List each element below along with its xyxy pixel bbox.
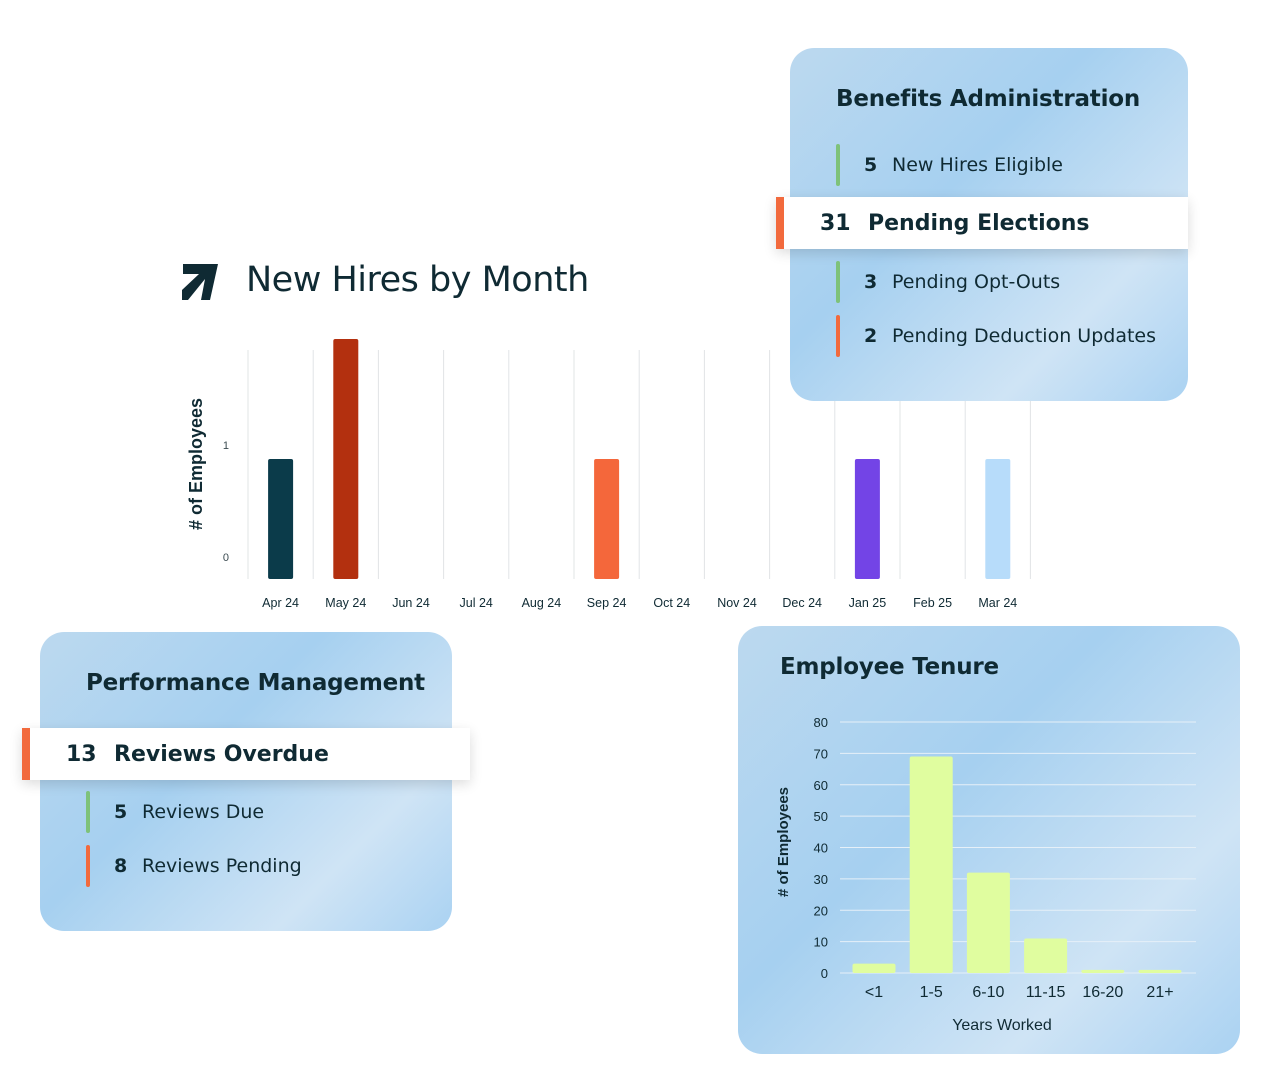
row-label: Pending Opt-Outs [892,271,1061,293]
x-tick-label: Jun 24 [392,596,430,610]
y-axis-label: # of Employees [775,787,792,897]
tenure-bar [852,963,896,973]
tenure-bar [1024,938,1068,973]
highlight-row[interactable]: 31 Pending Elections [776,197,1188,249]
y-axis-label: # of Employees [186,398,206,530]
arrow-logo-icon [182,264,218,300]
list-item[interactable]: 3 Pending Opt-Outs [836,260,1060,304]
row-label: Reviews Pending [142,855,302,877]
row-accent [86,791,90,833]
row-accent [836,315,840,357]
row-accent [86,845,90,887]
list-item[interactable]: 5 Reviews Due [86,790,264,834]
row-label: Reviews Overdue [114,741,329,767]
new-hires-chart-title: New Hires by Month [246,260,589,300]
x-tick-label: Oct 24 [653,596,690,610]
employee-tenure-card: Employee Tenure 0 10 20 30 40 50 60 70 80 <1 1-5 6-… [738,626,1240,1054]
row-count: 31 [820,210,851,236]
row-label: New Hires Eligible [892,154,1063,176]
highlight-row[interactable]: 13 Reviews Overdue [22,728,470,780]
y-tick-label: 70 [814,746,828,761]
bar-jan-25 [854,459,880,579]
x-tick-label: Dec 24 [782,596,822,610]
bar-may-24 [333,339,359,579]
row-label: Pending Elections [868,210,1090,236]
y-tick-label: 0 [821,966,828,981]
tenure-bar [1138,969,1182,973]
row-count: 2 [864,325,878,347]
list-item[interactable]: 8 Reviews Pending [86,844,302,888]
x-tick-label: Sep 24 [587,596,627,610]
benefits-administration-card: Benefits Administration 5 New Hires Eligi… [776,48,1188,401]
x-tick-label: Nov 24 [717,596,757,610]
list-item[interactable]: 2 Pending Deduction Updates [836,314,1156,358]
benefits-card-title: Benefits Administration [836,86,1141,112]
bar-mar-24 [985,459,1011,579]
x-tick-label: Aug 24 [522,596,562,610]
x-tick-label: 11-15 [1026,984,1066,1001]
row-count: 3 [864,271,878,293]
y-tick-label: 50 [814,809,828,824]
x-tick-label: Jul 24 [460,596,493,610]
tenure-bar [966,872,1010,973]
row-accent [836,261,840,303]
bar-sep-24 [594,459,620,579]
y-tick-label: 20 [814,903,828,918]
list-item[interactable]: 5 New Hires Eligible [836,143,1063,187]
row-accent [836,144,840,186]
y-tick-label: 60 [814,778,828,793]
x-tick-label: Apr 24 [262,596,299,610]
y-tick-label: 80 [814,715,828,730]
row-count: 8 [114,855,128,877]
x-tick-label: 16-20 [1082,984,1123,1001]
row-label: Reviews Due [142,801,265,823]
row-accent [22,728,30,780]
x-tick-label: Jan 25 [849,596,887,610]
row-count: 13 [66,741,97,767]
tenure-card-title: Employee Tenure [780,654,999,680]
x-tick-label: 1-5 [920,984,943,1001]
row-count: 5 [114,801,128,823]
performance-card-title: Performance Management [86,670,425,696]
tenure-bar [1081,969,1125,973]
employee-tenure-chart: 0 10 20 30 40 50 60 70 80 <1 1-5 6-10 11-15 16-20 21+ Y… [775,715,1196,1034]
y-tick-label: 40 [814,841,828,856]
x-tick-label: Feb 25 [913,596,952,610]
x-tick-label: 21+ [1146,984,1173,1001]
row-label: Pending Deduction Updates [892,325,1157,347]
y-tick-label: 10 [814,935,828,950]
row-count: 5 [864,154,878,176]
x-tick-label: 6-10 [972,984,1004,1001]
row-accent [776,197,784,249]
y-tick-label: 1 [223,440,229,452]
performance-management-card: Performance Management 13 Reviews Overdue… [22,632,470,931]
x-tick-label: <1 [865,984,883,1001]
x-tick-label: Mar 24 [978,596,1017,610]
y-tick-label: 0 [223,552,229,564]
x-axis-label: Years Worked [952,1017,1052,1034]
x-tick-label: May 24 [325,596,366,610]
tenure-bar [909,756,953,973]
bar-apr-24 [268,459,294,579]
y-tick-label: 30 [814,872,828,887]
